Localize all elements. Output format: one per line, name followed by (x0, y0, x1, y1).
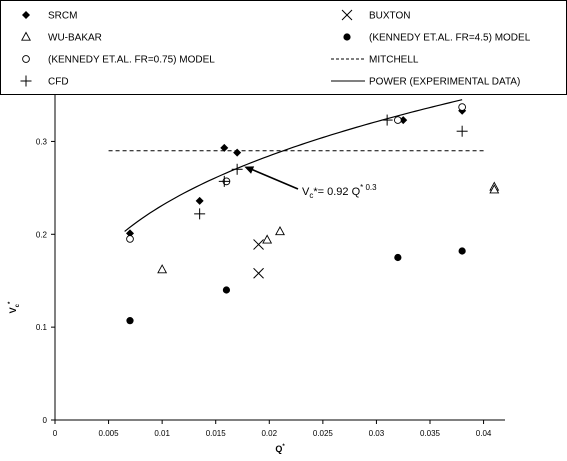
point-buxton (253, 267, 264, 279)
y-axis-label: Vc* (8, 301, 21, 313)
point-srcm (220, 143, 229, 152)
point-kennedy-et-al-fr-4-5-model (222, 286, 231, 294)
point-cfd (194, 208, 206, 220)
legend-label-cfd: CFD (48, 77, 69, 88)
y-tick-label: 0.3 (36, 137, 48, 146)
point-wu-bakar (157, 264, 168, 274)
x-tick-label: 0.015 (206, 429, 227, 438)
point-cfd (231, 163, 243, 175)
annotation-arrow-head (244, 166, 255, 174)
point-kennedy-et-al-fr-4-5-model (458, 247, 466, 255)
legend: SRCM BUXTON WU-BAKAR (KENNEDY ET.AL. FR=4.5… (0, 0, 567, 95)
series-lines (108, 99, 484, 232)
y-tick-labels: 0 0.1 0.2 0.3 (36, 137, 48, 425)
y-tick-label: 0.1 (36, 323, 48, 332)
point-kennedy-et-al-fr-4-5-model (126, 317, 134, 325)
x-tick-label: 0.02 (261, 429, 277, 438)
fit-equation: Vc*= 0.92 Q* 0.3 (302, 183, 377, 200)
point-kennedy-et-al-fr-0-75-model (394, 116, 402, 124)
legend-box (0, 0, 567, 95)
point-cfd (381, 114, 393, 126)
legend-marker-buxton (341, 9, 353, 21)
data-points (126, 103, 500, 325)
y-tick-label: 0 (43, 416, 48, 425)
legend-marker-wu-bakar (21, 31, 31, 41)
legend-marker-srcm (22, 11, 30, 19)
point-cfd (456, 125, 468, 137)
point-srcm (233, 148, 242, 157)
power-fit-curve (124, 99, 463, 232)
legend-marker-kennedy-et-al-fr-0-75-model (22, 55, 30, 63)
point-srcm (195, 196, 204, 205)
point-wu-bakar (275, 226, 285, 236)
x-tick-label: 0.01 (154, 429, 170, 438)
x-tick-label: 0.03 (369, 429, 385, 438)
x-tick-label: 0.005 (99, 429, 120, 438)
point-kennedy-et-al-fr-0-75-model (126, 235, 134, 243)
legend-marker-kennedy-et-al-fr-4-5-model (343, 33, 351, 41)
legend-label-srcm: SRCM (48, 11, 77, 22)
legend-label-kennedy-et-al-fr-0-75-model: (KENNEDY ET.AL. FR=0.75) MODEL (48, 55, 215, 66)
legend-label-mitchell: MITCHELL (369, 55, 419, 66)
axis-labels: Q* Vc* (8, 301, 285, 454)
legend-label-buxton: BUXTON (369, 11, 411, 22)
x-tick-labels: 0 0.005 0.01 0.015 0.02 0.025 0.03 0.035 0.04 (53, 429, 492, 438)
legend-marker-cfd (20, 75, 32, 87)
point-kennedy-et-al-fr-0-75-model (458, 103, 466, 111)
legend-label-kennedy-et-al-fr-4-5-model: (KENNEDY ET.AL. FR=4.5) MODEL (369, 33, 531, 44)
legend-label-wu-bakar: WU-BAKAR (48, 33, 102, 44)
point-srcm (126, 229, 134, 238)
y-tick-label: 0.2 (36, 230, 48, 239)
x-tick-label: 0.04 (476, 429, 492, 438)
x-tick-label: 0 (53, 429, 58, 438)
point-kennedy-et-al-fr-4-5-model (394, 253, 402, 262)
legend-label-power-experimental-data: POWER (EXPERIMENTAL DATA) (369, 77, 520, 88)
point-buxton (253, 239, 264, 250)
fit-annotation: Vc*= 0.92 Q* 0.3 (244, 166, 377, 200)
point-wu-bakar (262, 234, 273, 244)
point-srcm (399, 116, 408, 125)
x-tick-label: 0.035 (420, 429, 441, 438)
x-axis-label: Q* (275, 444, 285, 454)
x-tick-label: 0.025 (313, 429, 334, 438)
point-wu-bakar (489, 184, 500, 194)
point-cfd (218, 175, 230, 187)
axes (51, 95, 505, 424)
annotation-arrow-shaft (251, 168, 299, 190)
